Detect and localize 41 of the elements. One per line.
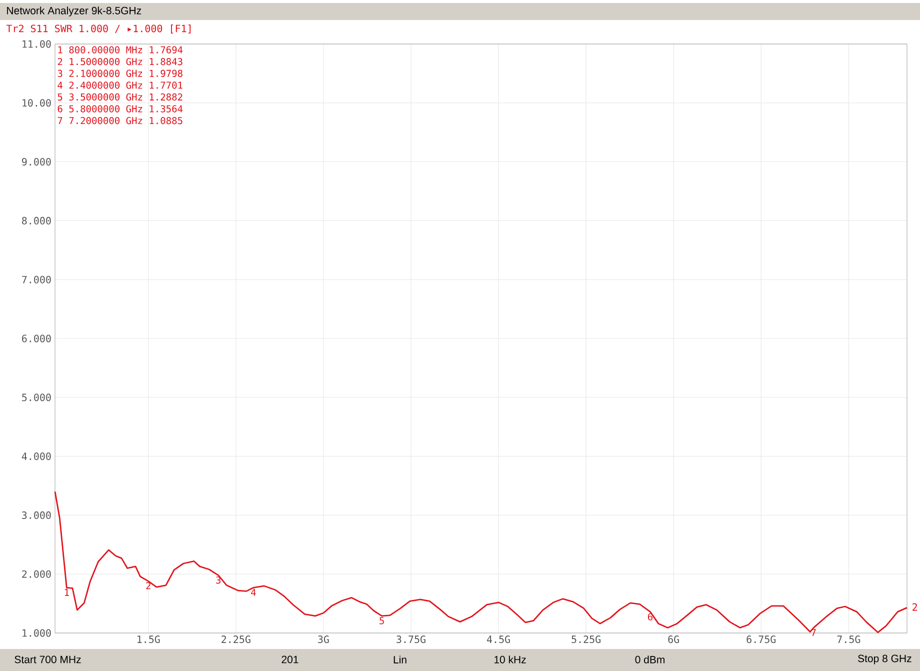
text: 10 kHz: [494, 656, 526, 664]
annotation: 1 800.00000 MHz 1.7694: [58, 46, 183, 54]
text: 0 dBm: [635, 656, 664, 664]
annotation: 7 7.2000000 GHz 1.0885: [58, 117, 182, 124]
x-tick-label: 4.5G: [486, 636, 510, 644]
annotation: 3: [216, 576, 221, 584]
text: Lin: [394, 656, 406, 664]
y-tick-label: 9.000: [22, 158, 51, 166]
x-tick-label: 3.75G: [396, 636, 426, 644]
x-tick-label: 7.5G: [837, 636, 860, 644]
annotation: 5 3.5000000 GHz 1.2882: [58, 93, 182, 101]
annotation: 4: [251, 588, 256, 596]
x-tick-label: 5.25G: [572, 636, 600, 644]
annotation: 5: [380, 617, 384, 624]
x-tick-label: 6G: [668, 636, 679, 644]
annotation: 3 2.1000000 GHz 1.9798: [58, 70, 182, 77]
y-tick-label: 1.000: [22, 629, 51, 637]
chart-title: Network Analyzer 9k-8.5GHz: [7, 6, 142, 16]
x-tick-label: 6.75G: [746, 636, 776, 644]
y-tick-label: 8.000: [22, 216, 51, 224]
text: 2: [912, 603, 917, 611]
y-tick-label: 4.000: [22, 452, 51, 460]
annotation: 2 1.5000000 GHz 1.8843: [58, 58, 182, 66]
annotation: 1: [64, 588, 69, 596]
x-tick-label: 1.5G: [138, 636, 160, 644]
y-tick-label: 11.00: [22, 40, 51, 48]
y-tick-label: 3.000: [22, 511, 51, 519]
y-tick-label: 5.000: [22, 394, 51, 402]
x-tick-label: 3G: [318, 636, 329, 644]
annotation: 2: [146, 582, 150, 590]
annotation: 4 2.4000000 GHz 1.7701: [58, 82, 182, 89]
x-tick-label: 2.25G: [222, 636, 250, 644]
text: Start 700 MHz: [14, 656, 81, 664]
text: Stop 8 GHz: [858, 654, 912, 664]
y-tick-label: 2.000: [22, 570, 51, 578]
y-tick-label: 6.000: [22, 334, 51, 342]
chart-subtitle: Tr2 S11 SWR 1.000 / ▸1.000 [F1]: [6, 24, 191, 34]
y-tick-label: 7.000: [22, 276, 51, 284]
y-tick-label: 10.00: [22, 99, 51, 107]
annotation: 6 5.8000000 GHz 1.3564: [58, 105, 183, 112]
text: 201: [282, 656, 298, 664]
